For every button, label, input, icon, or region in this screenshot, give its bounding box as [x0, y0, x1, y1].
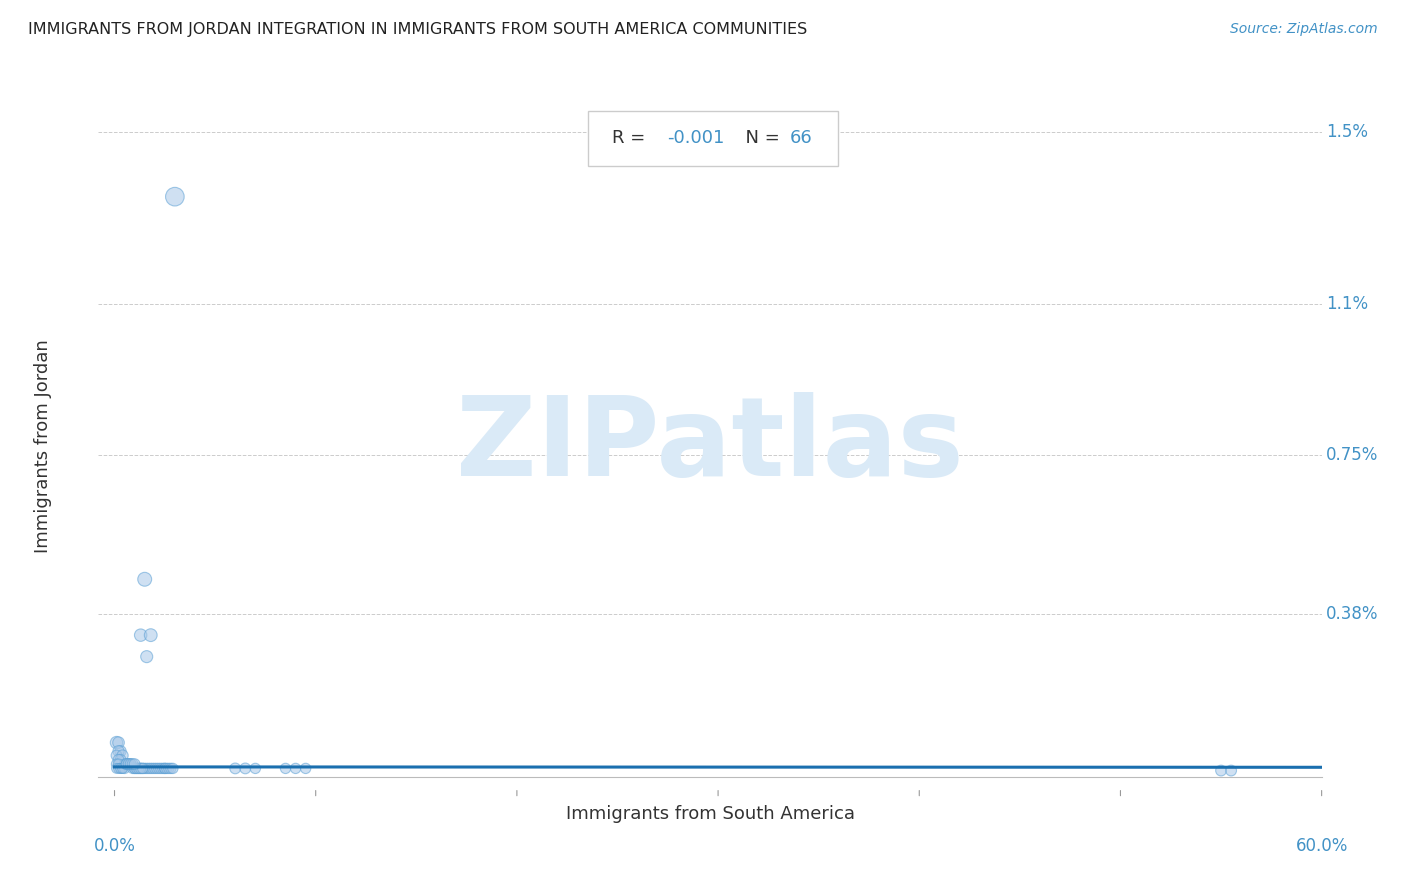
Point	[149, 761, 172, 775]
Point	[163, 189, 186, 203]
Text: 1.1%: 1.1%	[1326, 295, 1368, 313]
Point	[105, 757, 128, 772]
Point	[134, 572, 156, 586]
Point	[121, 757, 143, 772]
Point	[124, 761, 146, 775]
Point	[128, 761, 150, 775]
Point	[124, 757, 146, 772]
Point	[224, 761, 246, 775]
Point	[152, 761, 174, 775]
Point	[145, 761, 167, 775]
Text: 66: 66	[790, 129, 813, 147]
Point	[110, 744, 132, 758]
Point	[105, 736, 128, 750]
Point	[135, 649, 157, 664]
Point	[120, 757, 142, 772]
Text: Source: ZipAtlas.com: Source: ZipAtlas.com	[1230, 22, 1378, 37]
Point	[153, 761, 176, 775]
Text: Immigrants from South America: Immigrants from South America	[565, 805, 855, 823]
Point	[114, 761, 136, 775]
Text: ZIPatlas: ZIPatlas	[456, 392, 965, 500]
Point	[134, 761, 156, 775]
Text: 1.5%: 1.5%	[1326, 123, 1368, 141]
Text: 0.38%: 0.38%	[1326, 605, 1378, 623]
Point	[111, 748, 134, 763]
Point	[125, 761, 148, 775]
Text: Immigrants from Jordan: Immigrants from Jordan	[34, 339, 52, 553]
Point	[138, 761, 160, 775]
Point	[157, 761, 180, 775]
Point	[233, 761, 256, 775]
Text: 0.75%: 0.75%	[1326, 446, 1378, 464]
Point	[117, 757, 139, 772]
Text: 60.0%: 60.0%	[1295, 838, 1348, 855]
Point	[162, 761, 184, 775]
Point	[110, 761, 132, 775]
Point	[129, 761, 152, 775]
Point	[129, 761, 152, 775]
Point	[107, 736, 129, 750]
Point	[284, 761, 307, 775]
Point	[115, 757, 138, 772]
Point	[142, 761, 165, 775]
Point	[115, 757, 138, 772]
Point	[143, 761, 166, 775]
Point	[105, 748, 128, 763]
Point	[120, 757, 142, 772]
Point	[107, 757, 129, 772]
Point	[124, 761, 146, 775]
Point	[117, 757, 139, 772]
Point	[107, 753, 129, 767]
Point	[160, 761, 183, 775]
Text: N =: N =	[734, 129, 786, 147]
Point	[110, 753, 132, 767]
Text: 0.0%: 0.0%	[94, 838, 135, 855]
Point	[135, 761, 157, 775]
Text: R =: R =	[612, 129, 651, 147]
Point	[156, 761, 179, 775]
Point	[1220, 764, 1243, 778]
Point	[114, 757, 136, 772]
Point	[121, 761, 143, 775]
Point	[107, 744, 129, 758]
Point	[110, 761, 132, 775]
Point	[111, 761, 134, 775]
Point	[139, 628, 162, 642]
Point	[153, 761, 176, 775]
Point	[245, 761, 267, 775]
Point	[131, 761, 153, 775]
FancyBboxPatch shape	[588, 111, 838, 166]
Text: IMMIGRANTS FROM JORDAN INTEGRATION IN IMMIGRANTS FROM SOUTH AMERICA COMMUNITIES: IMMIGRANTS FROM JORDAN INTEGRATION IN IM…	[28, 22, 807, 37]
Point	[125, 761, 148, 775]
Point	[294, 761, 316, 775]
Point	[111, 761, 134, 775]
Point	[105, 761, 128, 775]
Point	[274, 761, 297, 775]
Point	[107, 761, 129, 775]
Point	[128, 761, 150, 775]
Point	[139, 761, 162, 775]
Point	[148, 761, 170, 775]
Point	[1209, 764, 1232, 778]
Point	[131, 761, 153, 775]
Point	[129, 628, 152, 642]
Text: -0.001: -0.001	[668, 129, 724, 147]
